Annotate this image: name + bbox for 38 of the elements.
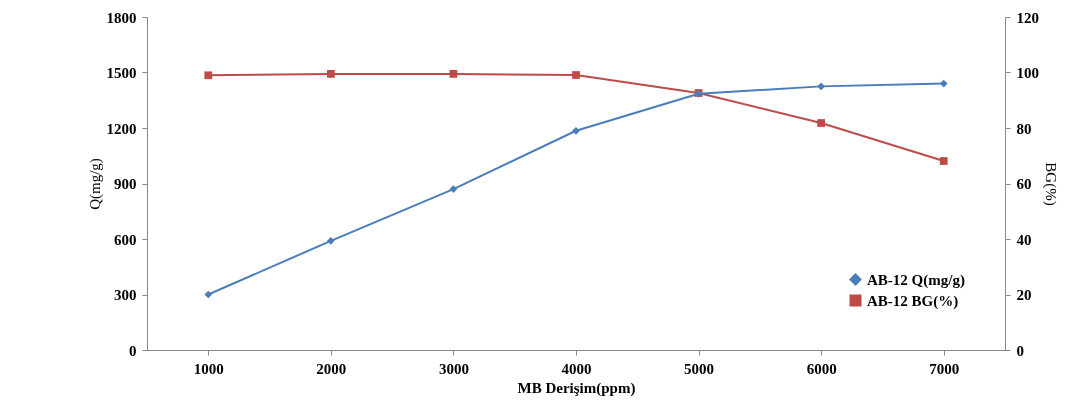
- x-tick-label: 6000: [806, 360, 837, 377]
- point: [204, 290, 213, 299]
- y2-axis-title: BG(%): [1042, 162, 1059, 206]
- x-tick-label: 1000: [193, 360, 224, 377]
- y2-tick-label: 80: [1016, 120, 1032, 137]
- legend-label: AB-12 BG(%): [867, 292, 959, 310]
- x-tick-label: 5000: [684, 360, 715, 377]
- y-tick-label: 900: [114, 176, 137, 192]
- y-tick-label: 0: [129, 342, 137, 359]
- point: [572, 71, 580, 79]
- point: [817, 119, 826, 127]
- y-tick-label: 1200: [106, 120, 137, 137]
- point: [449, 185, 458, 193]
- y-tick-label: 600: [114, 231, 137, 248]
- legend-label: AB-12 Q(mg/g): [867, 271, 965, 289]
- y-tick-label: 300: [114, 287, 137, 303]
- y-axis-title: Q(mg/g): [86, 158, 104, 210]
- x-tick-label: 4000: [561, 360, 592, 377]
- y2-tick-label: 40: [1016, 231, 1032, 248]
- point: [939, 79, 948, 88]
- x-tick-label: 3000: [438, 360, 469, 377]
- y2-tick-label: 0: [1016, 342, 1024, 359]
- y2-tick-label: 100: [1016, 65, 1039, 81]
- point: [817, 82, 826, 91]
- point: [572, 126, 580, 135]
- point: [326, 236, 335, 245]
- point: [449, 70, 458, 78]
- y2-tick-label: 20: [1016, 287, 1032, 303]
- x-axis-title: MB Derişim(ppm): [517, 379, 636, 397]
- point: [326, 70, 335, 78]
- y-tick-label: 1800: [106, 9, 137, 26]
- point: [204, 71, 213, 80]
- x-tick-label: 2000: [316, 360, 347, 377]
- y-tick-label: 1500: [106, 65, 137, 81]
- x-tick-label: 7000: [929, 360, 960, 377]
- y2-tick-label: 60: [1016, 176, 1032, 192]
- y2-tick-label: 120: [1016, 9, 1039, 26]
- point: [939, 157, 948, 165]
